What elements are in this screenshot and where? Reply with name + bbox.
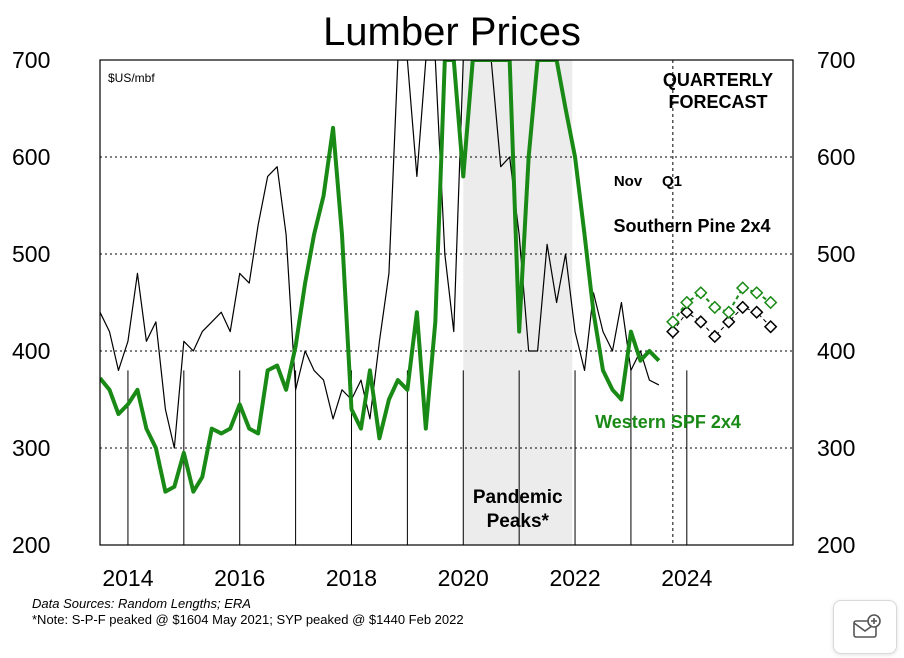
forecast-marker xyxy=(680,305,694,319)
x-tick-2024: 2024 xyxy=(661,565,712,591)
forecast-marker xyxy=(735,300,750,315)
forecast-marker xyxy=(666,315,680,329)
series-line-1 xyxy=(100,60,661,494)
y-tick-left-300: 300 xyxy=(12,435,50,461)
forecast-marker xyxy=(749,286,764,300)
y-tick-left-600: 600 xyxy=(12,144,50,170)
forecast-label-line1: QUARTERLY xyxy=(663,70,773,90)
forecast-marker xyxy=(666,324,680,339)
nov-label: Nov xyxy=(614,173,643,190)
series-label-western-spf: Western SPF 2x4 xyxy=(595,412,741,432)
y-tick-right-600: 600 xyxy=(817,144,855,170)
message-add-icon xyxy=(853,614,881,638)
forecast-marker xyxy=(722,305,736,319)
y-tick-right-200: 200 xyxy=(817,532,855,558)
plot-frame xyxy=(99,59,794,546)
forecast-label-line2: FORECAST xyxy=(669,92,768,112)
q1-label: Q1 xyxy=(662,173,682,190)
x-tick-2014: 2014 xyxy=(102,565,153,591)
forecast-marker xyxy=(722,315,736,329)
chart-title: Lumber Prices xyxy=(323,10,581,54)
y-tick-right-500: 500 xyxy=(817,241,855,267)
forecast-marker xyxy=(708,300,722,315)
x-tick-2018: 2018 xyxy=(326,565,377,591)
forecast-marker xyxy=(694,286,708,300)
y-tick-left-200: 200 xyxy=(12,532,50,558)
y-tick-left-400: 400 xyxy=(12,338,50,364)
pandemic-label-line1: Pandemic xyxy=(473,487,563,508)
y-tick-left-700: 700 xyxy=(12,47,50,73)
peak-footnote: *Note: S-P-F peaked @ $1604 May 2021; SY… xyxy=(32,612,464,627)
forecast-marker xyxy=(694,315,708,329)
forecast-marker xyxy=(763,320,778,334)
forecast-marker xyxy=(749,305,764,319)
unit-label: $US/mbf xyxy=(108,71,155,85)
forecast-marker xyxy=(680,295,694,310)
forecast-marker xyxy=(735,281,750,295)
data-sources-note: Data Sources: Random Lengths; ERA xyxy=(32,596,251,611)
forecast-marker xyxy=(763,295,778,310)
forecast-marker xyxy=(708,329,722,344)
pandemic-label-line2: Peaks* xyxy=(487,511,550,532)
series-line-0 xyxy=(100,60,660,449)
x-tick-2020: 2020 xyxy=(438,565,489,591)
y-tick-right-300: 300 xyxy=(817,435,855,461)
y-tick-right-400: 400 xyxy=(817,338,855,364)
x-tick-2016: 2016 xyxy=(214,565,265,591)
y-tick-right-700: 700 xyxy=(817,47,855,73)
series-label-southern-pine: Southern Pine 2x4 xyxy=(613,216,770,236)
y-tick-left-500: 500 xyxy=(12,241,50,267)
x-tick-2022: 2022 xyxy=(549,565,600,591)
